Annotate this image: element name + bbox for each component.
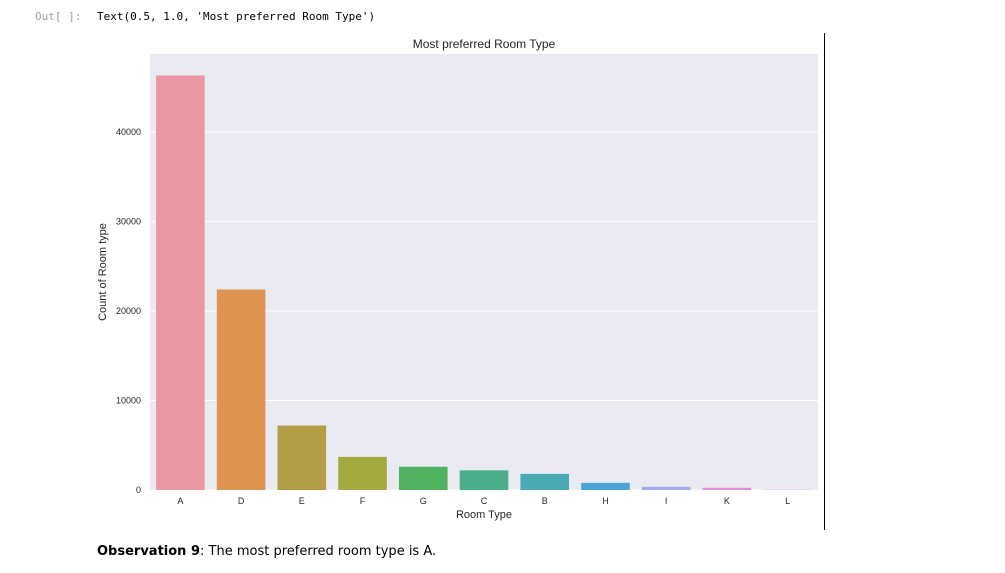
bar-a [156, 75, 205, 490]
y-axis-label: Count of Room type [97, 223, 109, 321]
bar-d [216, 289, 266, 490]
observation-text: : The most preferred room type is A. [200, 544, 437, 559]
y-tick-label: 40000 [116, 127, 141, 137]
x-tick-label: C [481, 496, 488, 506]
x-tick-label: B [542, 496, 548, 506]
bar-b [520, 473, 570, 490]
bar-i [641, 486, 691, 490]
y-tick-label: 20000 [116, 306, 141, 316]
x-tick-label: L [785, 496, 790, 506]
y-tick-label: 10000 [116, 395, 141, 405]
x-tick-label: K [724, 496, 730, 506]
output-prompt: Out[ ]: [35, 10, 82, 23]
bar-k [702, 487, 752, 490]
bars [156, 75, 812, 490]
x-tick-label: F [360, 496, 366, 506]
observation-note: Observation 9: The most preferred room t… [97, 544, 436, 559]
bar-h [581, 482, 630, 490]
x-tick-label: D [238, 496, 245, 506]
x-tick-label: A [177, 496, 183, 506]
output-divider [824, 33, 825, 530]
y-tick-label: 0 [136, 485, 141, 495]
y-tick-labels: 0 10000 20000 30000 40000 [116, 127, 141, 495]
bar-f [338, 456, 387, 490]
x-tick-label: G [420, 496, 427, 506]
bar-g [398, 466, 448, 490]
bar-e [277, 425, 327, 490]
x-axis-label: Room Type [456, 509, 512, 521]
chart-title: Most preferred Room Type [413, 37, 556, 51]
observation-label: Observation 9 [97, 544, 200, 559]
x-tick-label: E [299, 496, 305, 506]
bar-c [459, 470, 509, 490]
output-text: Text(0.5, 1.0, 'Most preferred Room Type… [97, 10, 376, 23]
x-tick-label: H [602, 496, 609, 506]
x-tick-label: I [665, 496, 668, 506]
y-tick-label: 30000 [116, 216, 141, 226]
